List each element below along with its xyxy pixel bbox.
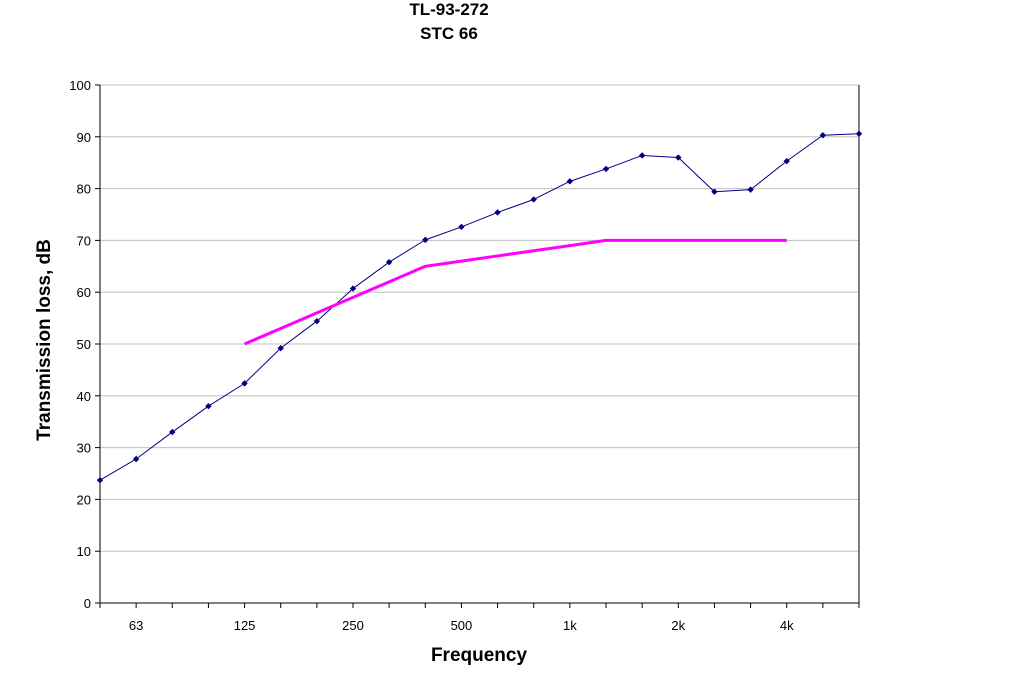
x-tick-label-2k: 2k: [671, 618, 685, 633]
series-0-point-17: [711, 188, 718, 195]
y-tick-label-90: 90: [77, 130, 91, 145]
series-0-point-1: [132, 455, 140, 463]
series-0-point-4: [241, 380, 248, 387]
series-0-point-16: [675, 154, 682, 161]
y-tick-label-70: 70: [77, 233, 91, 248]
x-tick-label-250: 250: [342, 618, 364, 633]
y-tick-label-0: 0: [84, 596, 91, 611]
series-0-point-15: [638, 152, 646, 159]
series-0-point-3: [205, 402, 212, 410]
x-tick-label-63: 63: [129, 618, 143, 633]
series-0-point-2: [169, 428, 176, 436]
x-tick-label-500: 500: [451, 618, 473, 633]
gridlines: [100, 84, 859, 552]
y-axis-label: Transmission loss, dB: [34, 239, 55, 441]
y-tick-label-30: 30: [77, 441, 91, 456]
series-0-point-9: [422, 236, 429, 244]
series-0-point-10: [458, 223, 465, 231]
y-tick-label-10: 10: [77, 544, 91, 559]
series-0-point-0: [96, 477, 104, 484]
series-0-point-19: [783, 157, 790, 165]
y-tick-label-20: 20: [77, 492, 91, 507]
series-0-point-7: [349, 285, 357, 292]
y-tick-label-50: 50: [77, 337, 91, 352]
series-0-line: [99, 133, 860, 481]
y-tick-label-80: 80: [77, 182, 91, 197]
x-tick-label-4k: 4k: [780, 618, 794, 633]
y-tick-label-100: 100: [69, 78, 91, 93]
series-0-point-14: [602, 165, 610, 173]
y-tick-label-40: 40: [77, 389, 91, 404]
series-0-point-21: [855, 130, 863, 137]
chart-title-line-1: TL-93-272: [409, 0, 488, 19]
chart-title-line-2: STC 66: [420, 24, 478, 43]
series-0-point-6: [313, 318, 321, 325]
series-0-point-5: [277, 344, 284, 352]
y-tick-label-60: 60: [77, 285, 91, 300]
series-0-point-11: [494, 209, 501, 216]
x-axis-ticks: 63 125 250 500 1k 2k 4k: [99, 603, 860, 633]
series-0-point-20: [819, 132, 827, 139]
y-axis-ticks: 0 10 20 30 40 50 60 70 80 90 100: [69, 78, 100, 611]
series-0-point-8: [385, 258, 393, 266]
x-axis-label: Frequency: [431, 645, 528, 666]
series-1-line: [243, 238, 787, 346]
x-tick-label-125: 125: [234, 618, 256, 633]
series-0-point-12: [530, 196, 537, 203]
series-group: [96, 130, 863, 484]
series-0-point-13: [566, 178, 574, 185]
series-0-point-18: [747, 186, 754, 193]
x-tick-label-1k: 1k: [563, 618, 577, 633]
